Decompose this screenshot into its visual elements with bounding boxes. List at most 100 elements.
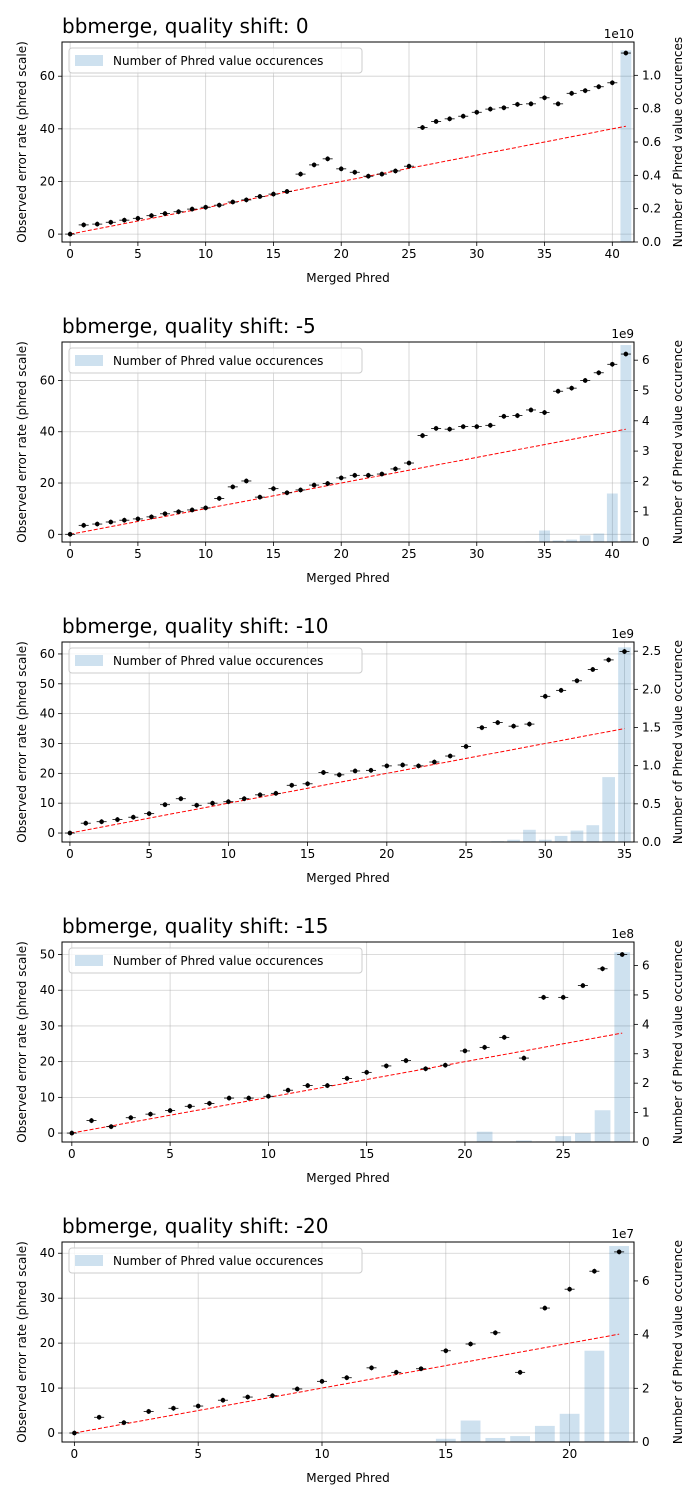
count-bar [485, 1437, 506, 1442]
x-axis-label: Merged Phred [306, 571, 389, 585]
plot-frame [61, 641, 635, 843]
legend-label: Number of Phred value occurences [113, 954, 323, 968]
x-tick-label: 5 [145, 847, 153, 861]
x-axis-label: Merged Phred [306, 871, 389, 885]
legend-box [68, 1247, 363, 1274]
observed-point [122, 517, 127, 523]
y2-tick-label: 0 [642, 1135, 650, 1149]
y2-tick-label: 1.0 [642, 68, 661, 82]
observed-point [189, 206, 195, 212]
observed-point [257, 194, 263, 199]
observed-point [244, 478, 249, 484]
observed-point [501, 105, 507, 111]
observed-point [94, 521, 100, 527]
observed-point [162, 802, 168, 807]
observed-point [305, 781, 310, 787]
x-tick-label: 10 [198, 547, 213, 561]
x-tick-label: 5 [134, 547, 142, 561]
legend-label: Number of Phred value occurences [113, 354, 323, 368]
x-tick-label: 15 [266, 247, 281, 261]
observed-point [447, 753, 453, 759]
observed-point [298, 171, 303, 177]
x-tick-label: 40 [605, 247, 620, 261]
legend-swatch [75, 955, 103, 966]
observed-point [220, 1397, 226, 1403]
observed-point [108, 519, 114, 525]
count-bar [554, 835, 568, 842]
observed-point [203, 505, 208, 511]
observed-point [338, 475, 344, 481]
x-tick-label: 25 [458, 847, 473, 861]
x-tick-label: 20 [457, 1147, 472, 1161]
y2-tick-label: 1.5 [642, 720, 661, 734]
y-tick-label: 0 [47, 826, 55, 840]
y-tick-label: 20 [40, 476, 55, 490]
observed-point [580, 983, 586, 988]
legend-box [68, 647, 363, 674]
chart-svg: bbmerge, quality shift: -150 5 10 15 20 25010… [15, 914, 685, 1185]
x-tick-label: 35 [537, 547, 552, 561]
observed-point [432, 759, 437, 765]
x-axis-label: Merged Phred [306, 1171, 389, 1185]
y-tick-label: 60 [40, 373, 55, 387]
y-tick-label: 0 [47, 1426, 55, 1440]
y-tick-label: 0 [47, 227, 55, 241]
count-bar [538, 839, 552, 842]
observed-point [148, 1111, 153, 1117]
observed-point [171, 1405, 176, 1411]
observed-point [230, 484, 236, 490]
legend-swatch [75, 1255, 103, 1266]
count-bar [594, 1110, 611, 1142]
observed-point [555, 101, 561, 107]
observed-point [369, 1365, 374, 1371]
observed-point [89, 1118, 94, 1123]
observed-point [606, 657, 611, 663]
y2-tick-label: 0.8 [642, 102, 661, 116]
count-bar [559, 1413, 580, 1442]
observed-point [311, 162, 317, 168]
x-tick-label: 30 [469, 547, 484, 561]
expected-line [71, 1032, 623, 1134]
y2-axis-label: Number of Phred value occurences [671, 37, 685, 247]
observed-point [462, 1048, 468, 1054]
chart-title: bbmerge, quality shift: -20 [62, 1214, 328, 1238]
observed-point [416, 763, 421, 769]
observed-point [574, 678, 580, 684]
observed-point [418, 1366, 424, 1372]
observed-point [623, 50, 629, 56]
observed-point [146, 811, 152, 816]
observed-point [149, 514, 154, 520]
x-tick-label: 20 [379, 847, 394, 861]
observed-point [501, 414, 507, 419]
y2-tick-label: 4 [642, 414, 650, 428]
observed-point [81, 523, 86, 528]
x-tick-label: 25 [401, 547, 416, 561]
count-bar [523, 829, 536, 842]
observed-point [442, 1062, 448, 1068]
x-axis-label: Merged Phred [306, 271, 389, 285]
observed-point [244, 197, 249, 203]
count-bar [606, 493, 618, 542]
observed-point [203, 204, 208, 210]
y2-tick-label: 6 [642, 1274, 650, 1288]
chart-panel-shift-0: bbmerge, quality shift: 0 0 5 10 15 20 25 30 35 4… [0, 0, 700, 300]
observed-point [271, 486, 276, 491]
legend: Number of Phred value occurences [68, 47, 363, 74]
y-tick-label: 30 [40, 1019, 55, 1033]
observed-point [325, 1083, 330, 1088]
observed-point [384, 1063, 389, 1069]
observed-point [149, 213, 154, 218]
x-tick-label: 25 [556, 1147, 571, 1161]
chart-panel-shift-10: bbmerge, quality shift: -10 0 5 10 15 20 25 30 3… [0, 600, 700, 900]
observed-point [460, 424, 466, 429]
observed-point [352, 768, 358, 774]
expected-line [74, 1333, 620, 1434]
y-axis-label: Observed error rate (phred scale) [15, 641, 29, 843]
observed-point [600, 966, 605, 972]
expected-line [69, 728, 625, 834]
y-axis-label: Observed error rate (phred scale) [15, 941, 29, 1143]
observed-point [67, 532, 73, 537]
observed-point [189, 507, 195, 513]
count-bar [586, 825, 600, 842]
expected-line [70, 428, 626, 535]
